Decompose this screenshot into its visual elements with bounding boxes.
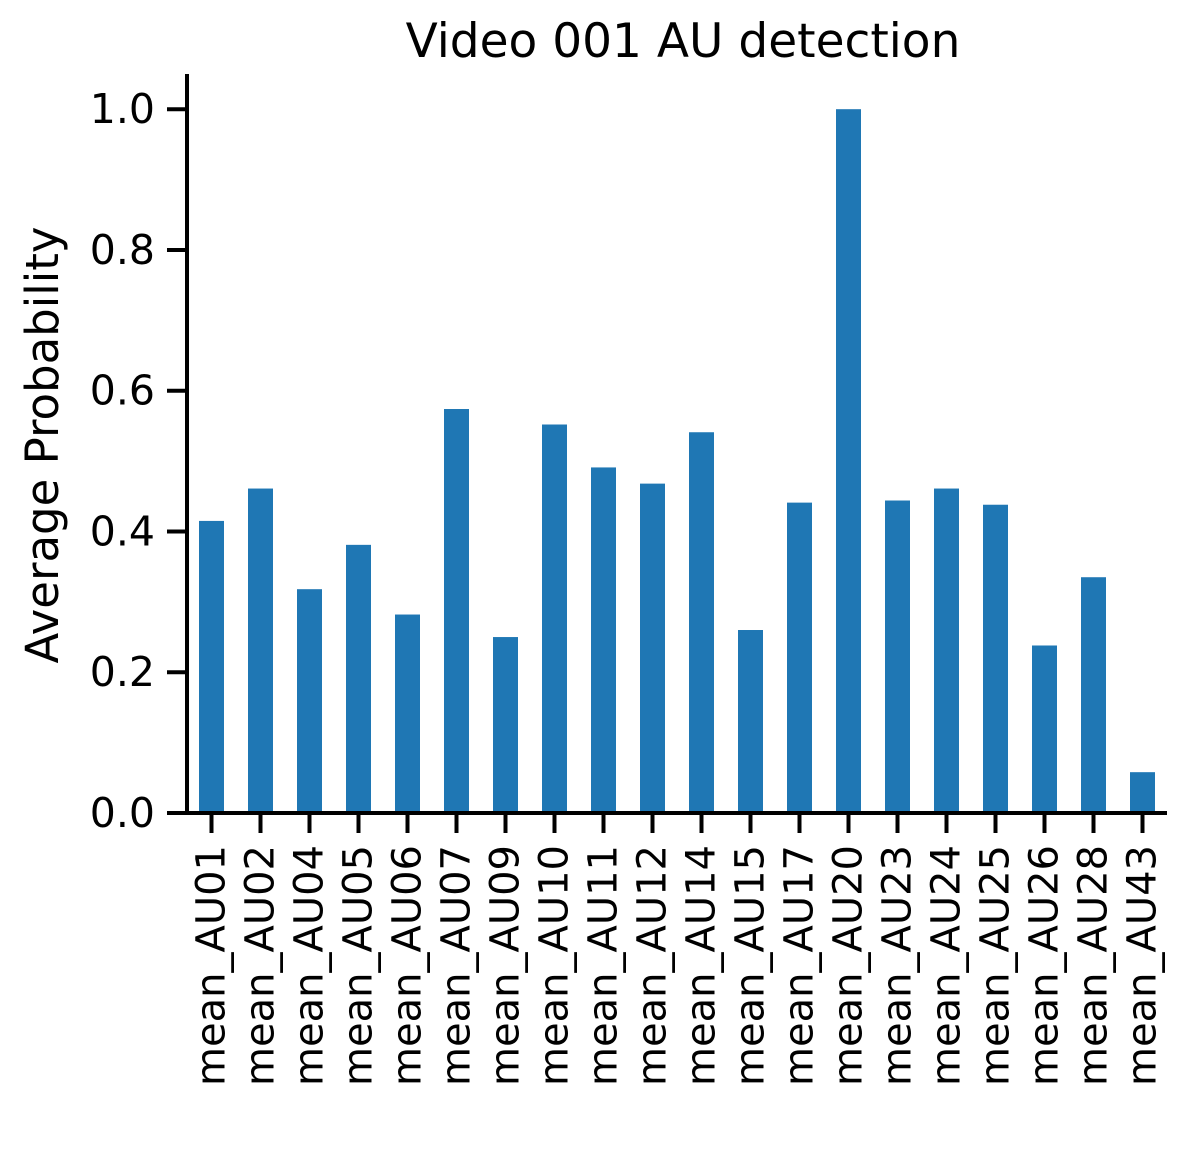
x-tick-label: mean_AU24 (924, 845, 970, 1086)
x-tick-label: mean_AU07 (434, 845, 480, 1086)
bar-mean_AU05 (346, 544, 371, 813)
x-tick-label: mean_AU11 (581, 845, 627, 1086)
bar-mean_AU26 (1032, 645, 1057, 813)
bar-mean_AU07 (444, 409, 469, 813)
bars-layer (199, 109, 1155, 813)
y-tick-label: 0.0 (90, 789, 155, 837)
x-tick-label: mean_AU12 (630, 845, 676, 1086)
x-tick-label: mean_AU10 (532, 845, 578, 1086)
x-tick-label: mean_AU01 (189, 845, 235, 1086)
y-tick-label: 0.2 (90, 648, 155, 696)
bar-mean_AU06 (395, 614, 420, 813)
bar-mean_AU28 (1081, 577, 1106, 813)
x-tick-label: mean_AU43 (1120, 845, 1166, 1086)
bar-mean_AU24 (934, 488, 959, 813)
bar-mean_AU15 (738, 630, 763, 813)
x-tick-label: mean_AU26 (1022, 845, 1068, 1086)
bar-mean_AU14 (689, 432, 714, 813)
x-tick-label: mean_AU25 (973, 845, 1019, 1086)
y-axis-ticks: 0.0 0.2 0.4 0.6 0.8 1.0 (90, 85, 187, 837)
x-tick-label: mean_AU09 (483, 845, 529, 1086)
x-tick-label: mean_AU28 (1071, 845, 1117, 1086)
chart-title: Video 001 AU detection (406, 14, 961, 69)
bar-mean_AU10 (542, 424, 567, 813)
x-tick-label: mean_AU17 (777, 845, 823, 1086)
bar-mean_AU23 (885, 500, 910, 813)
x-tick-label: mean_AU02 (238, 845, 284, 1086)
x-tick-label: mean_AU04 (287, 845, 333, 1086)
bar-mean_AU17 (787, 502, 812, 813)
bar-mean_AU01 (199, 520, 224, 813)
bar-mean_AU09 (493, 637, 518, 813)
x-tick-label: mean_AU14 (679, 845, 725, 1086)
bar-mean_AU43 (1130, 772, 1155, 813)
bar-mean_AU12 (640, 483, 665, 813)
x-tick-label: mean_AU15 (728, 845, 774, 1086)
x-tick-label: mean_AU06 (385, 845, 431, 1086)
bar-mean_AU11 (591, 467, 616, 813)
y-tick-label: 0.8 (90, 226, 155, 274)
x-tick-label: mean_AU05 (336, 845, 382, 1086)
x-tick-label: mean_AU23 (875, 845, 921, 1086)
bar-mean_AU20 (836, 109, 861, 813)
bar-mean_AU04 (297, 589, 322, 813)
bar-mean_AU25 (983, 504, 1008, 813)
x-axis-ticks: mean_AU01 mean_AU02 mean_AU04 mean_AU05 mean… (189, 813, 1166, 1086)
y-tick-label: 1.0 (90, 85, 155, 133)
y-tick-label: 0.4 (90, 507, 155, 555)
x-tick-label: mean_AU20 (826, 845, 872, 1086)
y-axis-label: Average Probability (16, 227, 69, 664)
y-tick-label: 0.6 (90, 367, 155, 415)
bar-mean_AU02 (248, 488, 273, 813)
